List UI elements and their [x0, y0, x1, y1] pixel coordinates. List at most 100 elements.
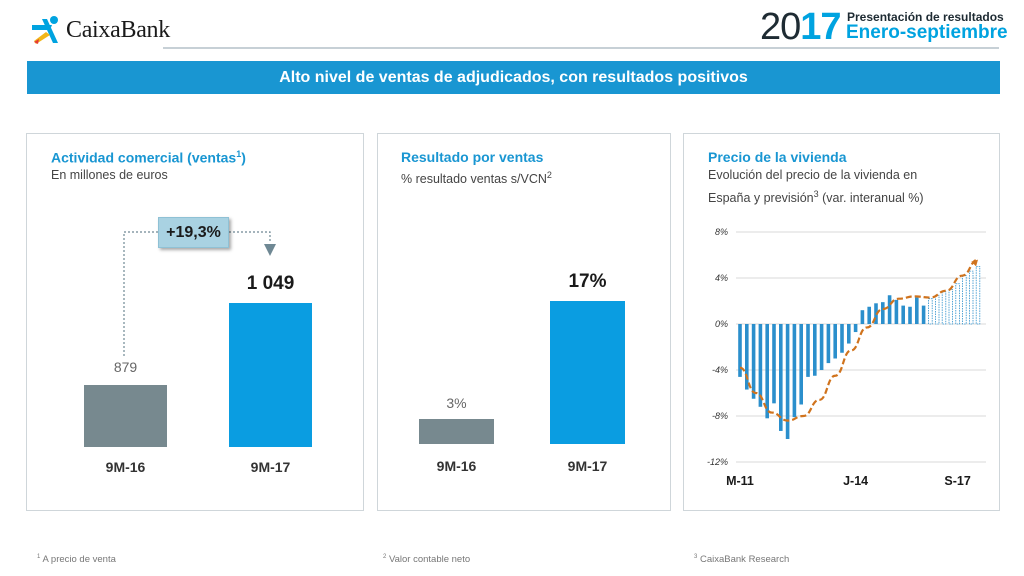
growth-connector [123, 231, 276, 356]
footnote-text: Valor contable neto [386, 554, 471, 566]
panel-subtitle: En millones de euros [51, 168, 168, 182]
forecast-bar [962, 275, 967, 325]
footnote-text: A precio de venta [40, 554, 116, 566]
header-divider [163, 47, 999, 49]
actual-bar [799, 324, 803, 405]
actual-bar [881, 302, 885, 324]
bar-value-label: 1 049 [246, 273, 295, 294]
y-tick-label: -4% [712, 365, 728, 375]
forecast-bar [928, 298, 933, 325]
x-tick-label: J-14 [843, 474, 868, 488]
trend-arrowhead [971, 259, 978, 267]
actual-bar [894, 299, 899, 324]
x-tick-label: S-17 [944, 474, 970, 488]
actual-bar [908, 306, 912, 324]
x-tick-label: M-11 [726, 474, 754, 488]
actual-bar [751, 324, 756, 399]
forecast-bar [968, 270, 974, 325]
panel-title: Actividad comercial (ventas1) [51, 149, 246, 166]
panel-subtitle-text: España y previsión [708, 191, 814, 206]
header-year: 20 17 [760, 6, 842, 49]
actual-bar [806, 324, 810, 377]
x-axis-label: 9M-16 [436, 458, 477, 474]
actual-bar [874, 303, 878, 324]
y-tick-label: 0% [715, 319, 728, 329]
star-logo-icon [32, 16, 58, 44]
actual-bar [833, 324, 837, 359]
actual-bar [921, 305, 926, 324]
panel-subtitle-line-2: España y previsión3 (var. interanual %) [708, 185, 924, 208]
footnote-text: CaixaBank Research [697, 554, 790, 566]
footnote-3: 3 CaixaBank Research [694, 554, 789, 565]
panel-subtitle: Evolución del precio de la vivienda en E… [708, 166, 924, 208]
year-accent: 17 [800, 6, 841, 48]
forecast-bar [948, 289, 953, 325]
actual-bar [847, 324, 851, 344]
y-tick-label: -12% [707, 457, 728, 467]
actual-bar [745, 324, 749, 390]
footnote-ref: 3 [813, 189, 819, 199]
actual-bar [758, 324, 763, 407]
bar-9m-16 [84, 385, 167, 447]
actual-bar [779, 324, 783, 431]
panel-sales-result: Resultado por ventas % resultado ventas … [377, 133, 671, 511]
bar-9m-17 [550, 301, 625, 444]
forecast-bar [941, 291, 947, 325]
footnote-ref: 1 [236, 149, 242, 159]
panel-title: Precio de la vivienda [708, 149, 847, 165]
slide-title-banner: Alto nivel de ventas de adjudicados, con… [27, 61, 1000, 94]
caixabank-logo: CaixaBank [30, 14, 170, 46]
actual-bar [860, 310, 865, 324]
y-tick-label: -8% [712, 411, 728, 421]
actual-bar [887, 295, 892, 324]
header-period: Enero-septiembre [846, 22, 1008, 43]
footnote-ref: 2 [546, 170, 552, 180]
forecast-bar [975, 266, 981, 325]
panel-title-text: Actividad comercial (ventas [51, 149, 237, 166]
footnote-2: 2 Valor contable neto [383, 554, 470, 565]
actual-bar [738, 324, 742, 377]
actual-bar [867, 306, 871, 324]
actual-bar [792, 324, 797, 418]
actual-bar [915, 297, 919, 324]
actual-bar [813, 324, 817, 376]
y-tick-label: 8% [715, 227, 728, 237]
panel-housing-price: Precio de la vivienda Evolución del prec… [683, 133, 1000, 511]
growth-badge: +19,3% [158, 217, 229, 248]
actual-bar [785, 324, 790, 439]
panel-subtitle: % resultado ventas s/VCN2 [401, 166, 552, 189]
actual-bar [765, 324, 769, 419]
header-subtitle: Presentación de resultados [847, 10, 1004, 24]
bar-value-label: 879 [113, 359, 138, 375]
footnote-number: 2 [383, 554, 387, 560]
bar-value-label: 17% [568, 271, 607, 292]
logo-text: CaixaBank [66, 16, 170, 43]
actual-bar [901, 305, 905, 324]
forecast-bar [934, 294, 940, 325]
actual-bar [853, 324, 858, 333]
panel-subtitle-end: (var. interanual %) [818, 191, 924, 206]
x-axis-label: 9M-17 [250, 459, 291, 475]
panel-subtitle-text: % resultado ventas s/VCN [401, 172, 547, 187]
year-prefix: 20 [760, 6, 801, 48]
bar-9m-17 [229, 303, 312, 447]
panel-sales-activity: Actividad comercial (ventas1) En millone… [26, 133, 364, 511]
panel-subtitle-line-1: Evolución del precio de la vivienda en [708, 168, 918, 182]
actual-bar [772, 324, 776, 404]
forecast-bar [955, 283, 960, 325]
actual-bar [819, 324, 824, 370]
panel-title: Resultado por ventas [401, 149, 544, 165]
bar-value-label: 3% [446, 395, 467, 411]
y-tick-label: 4% [715, 273, 728, 283]
x-axis-label: 9M-16 [105, 459, 146, 475]
housing-price-chart: 8% 4% 0% -4% -8% -12% M-11 J-14 S-17 [707, 227, 986, 488]
x-axis-label: 9M-17 [567, 458, 608, 474]
panel-title-end: ) [241, 149, 246, 166]
footnote-number: 3 [694, 554, 698, 560]
bar-9m-16 [419, 419, 494, 444]
footnote-number: 1 [37, 554, 41, 560]
footnote-1: 1 A precio de venta [37, 554, 116, 565]
actual-bar [826, 324, 831, 364]
actual-bar [840, 324, 844, 353]
trend-line [739, 258, 979, 422]
